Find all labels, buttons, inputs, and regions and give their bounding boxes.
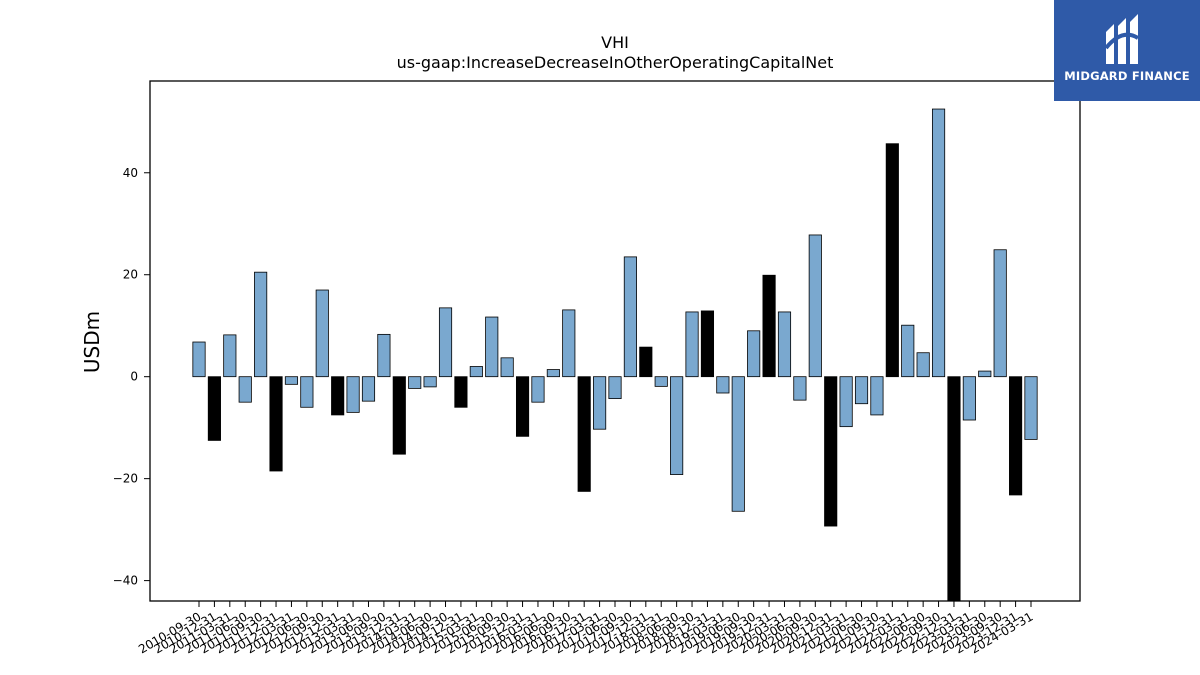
bar [762,274,776,378]
bar [608,376,622,400]
chart-title: VHI [601,33,629,52]
brand-logo: MIDGARD FINANCE [1054,0,1200,101]
bar [870,376,884,416]
bar [747,330,761,378]
bar [685,311,699,378]
bar [515,376,530,437]
bar [916,352,930,378]
bar [269,376,283,472]
bar [639,346,653,378]
bar [1024,376,1038,440]
bar [238,376,252,403]
bar [962,376,976,421]
bar [901,324,915,378]
bar [315,289,329,378]
bar [408,376,422,389]
y-tick-label: 20 [123,268,138,282]
bar [700,310,715,378]
bar [777,311,792,378]
bar [469,366,483,378]
bar [978,370,992,378]
y-tick-label: 40 [123,166,138,180]
plot-frame [149,80,1081,602]
bar [300,376,314,408]
bar [192,341,206,378]
chart-subtitle: us-gaap:IncreaseDecreaseInOtherOperating… [397,53,834,72]
bar [331,376,345,416]
bar [346,376,360,413]
x-axis-ticks: 2010-09-302010-12-312011-03-312011-06-30… [136,601,1036,656]
bar [500,357,514,378]
bar [361,376,376,402]
bar [254,271,268,378]
bar [392,376,406,455]
bar [284,376,299,385]
bar [562,309,576,378]
bar [885,143,899,378]
y-axis-label: USDm [80,311,104,373]
y-tick-label: −40 [113,574,138,588]
logo-icon [1104,14,1140,64]
bar [808,234,822,378]
bar [377,333,391,378]
bar [577,376,591,492]
bar [531,376,545,403]
bar [993,249,1007,378]
bar [731,376,745,512]
bar [454,376,468,408]
y-axis-ticks: −40 −20 0 20 40 [113,166,150,588]
bar [947,376,961,602]
bar [485,316,499,378]
bar [854,376,869,405]
bar [716,376,730,394]
logo-text: MIDGARD FINANCE [1064,69,1190,83]
bar [207,376,221,441]
bar-series [192,108,1038,602]
bar [670,376,684,475]
bar [1009,376,1023,496]
bar [438,307,453,378]
bar [654,376,668,387]
bar [223,334,237,378]
bar [824,376,838,527]
bar [793,376,807,401]
y-tick-label: 0 [130,370,138,384]
bar [931,108,946,378]
bar [839,376,853,428]
bar [623,256,637,378]
y-tick-label: −20 [113,472,138,486]
bar [423,376,437,388]
bar [546,369,560,378]
bar [593,376,607,430]
